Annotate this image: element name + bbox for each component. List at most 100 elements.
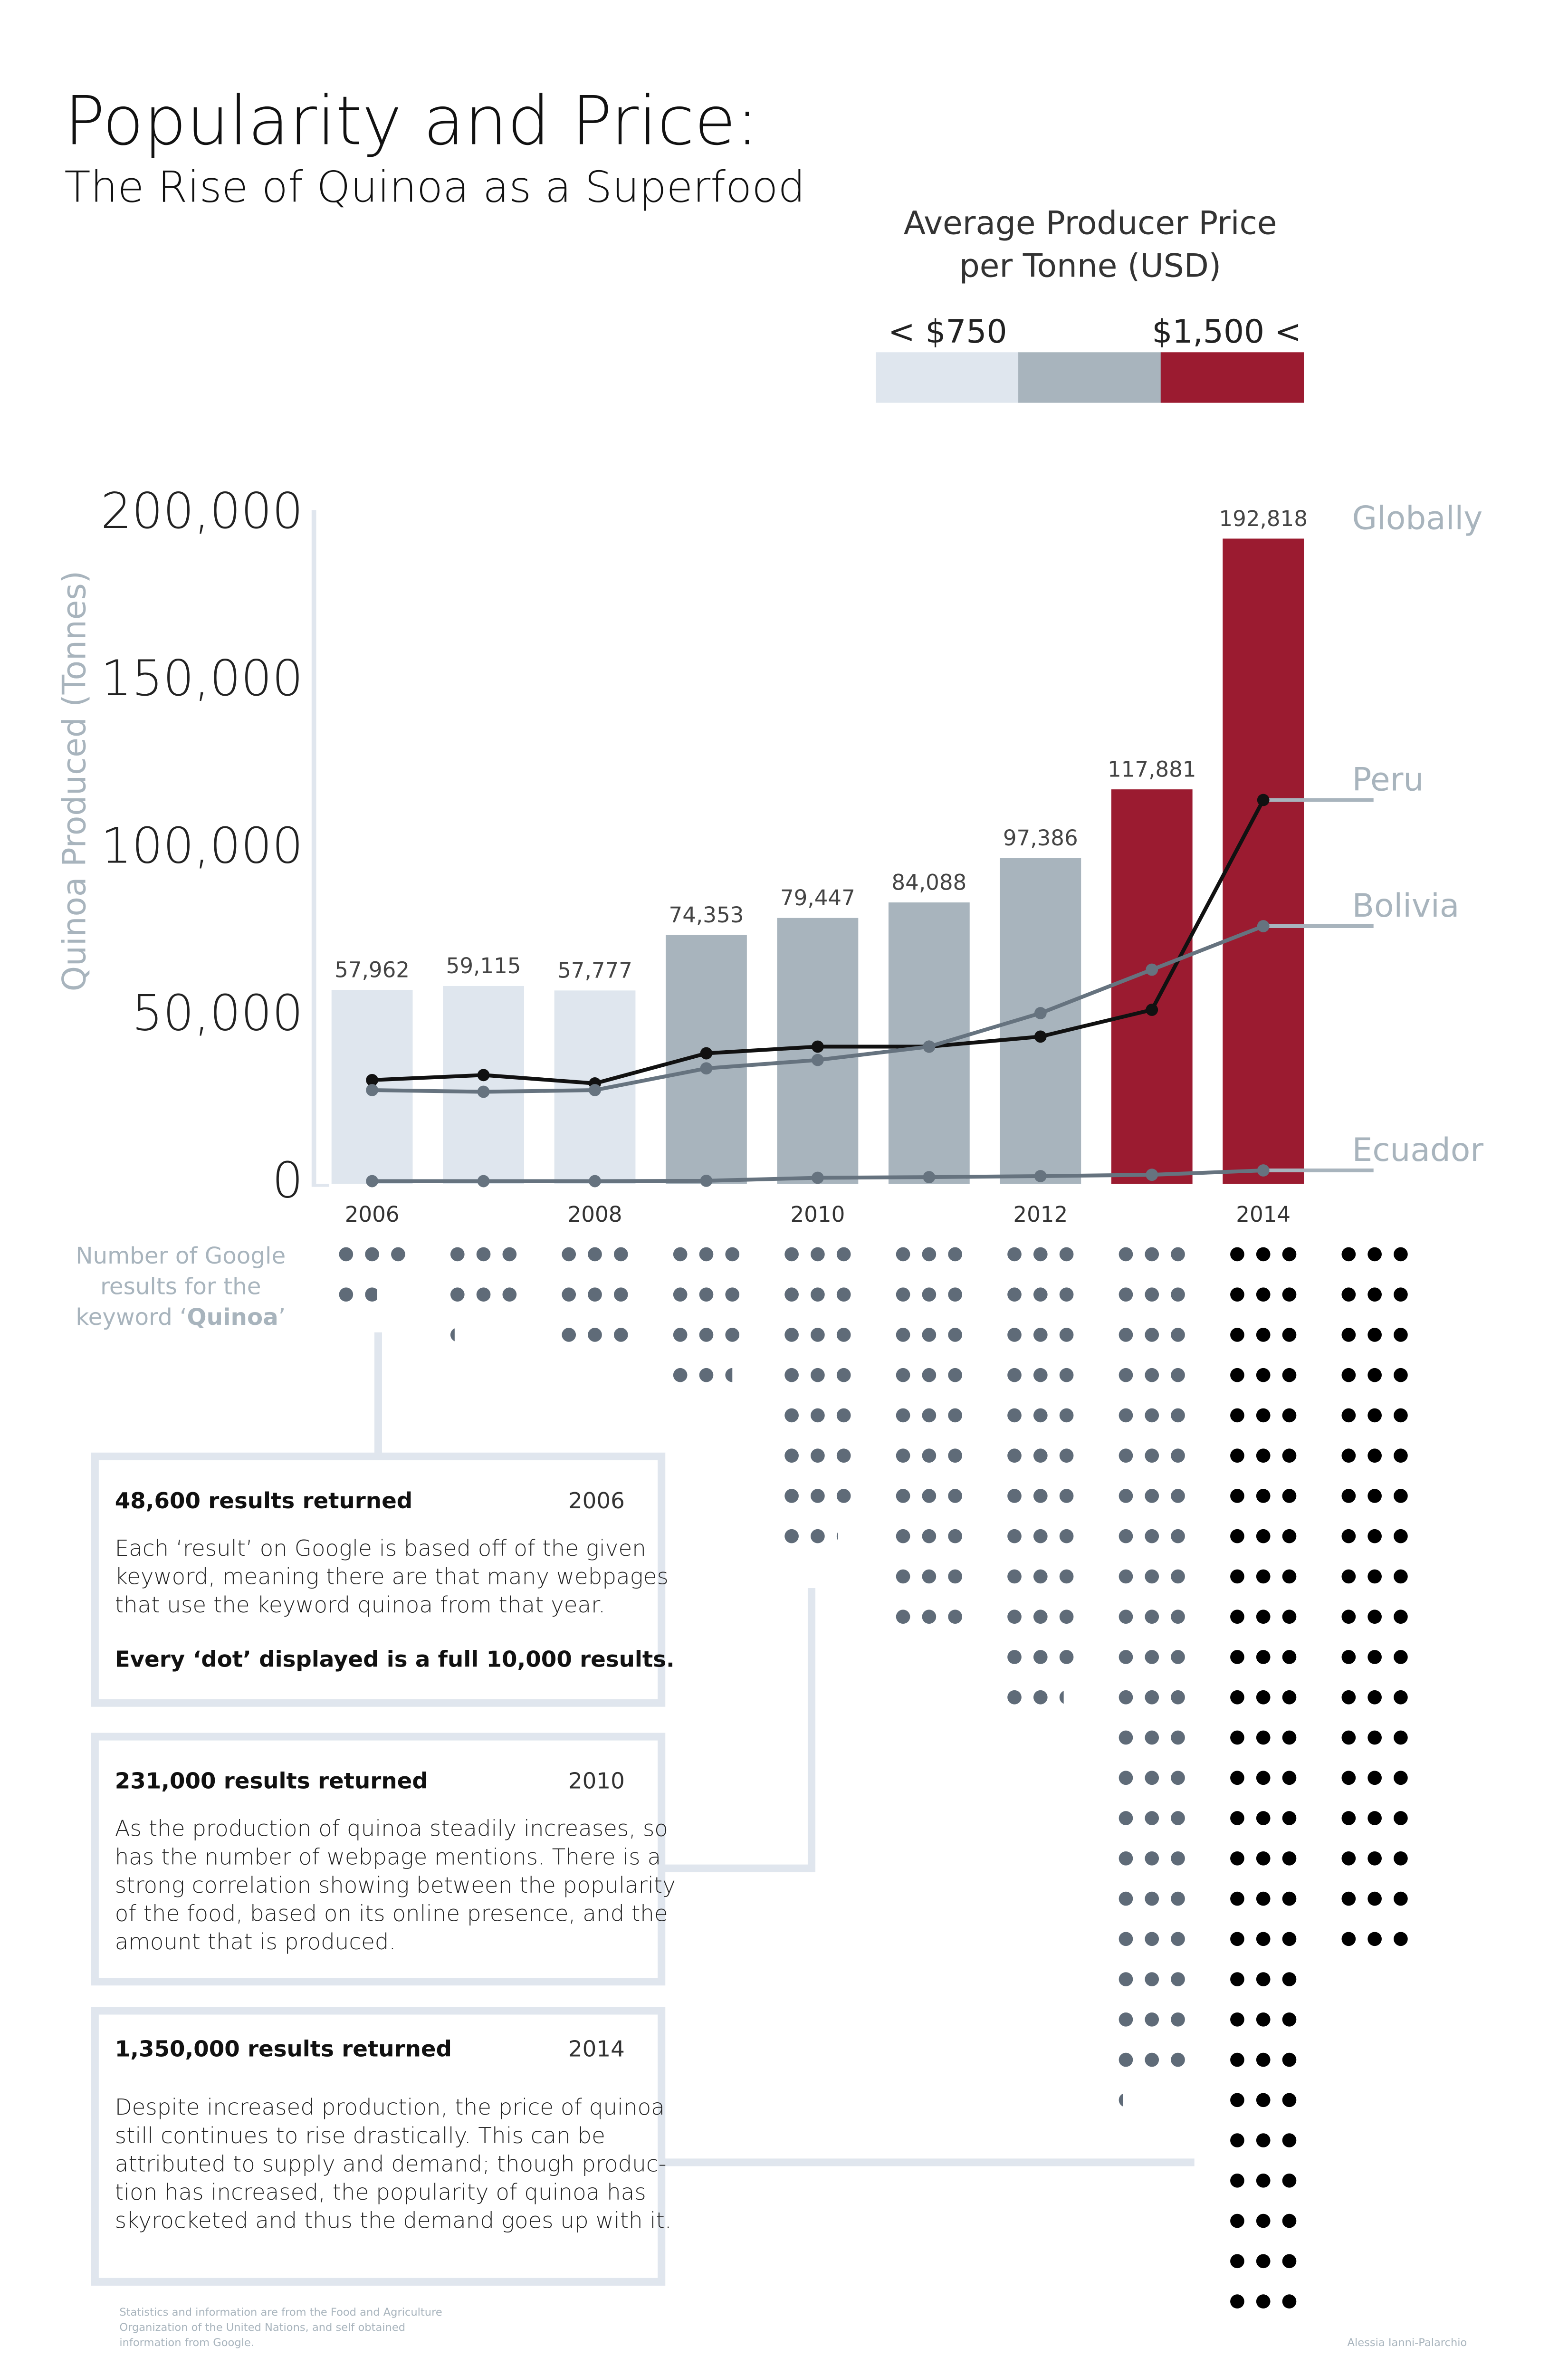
result-dot <box>1007 1690 1022 1705</box>
line-point <box>1257 794 1270 806</box>
result-dot <box>1007 1529 1022 1543</box>
result-dot <box>1282 1489 1297 1503</box>
note-year: 2014 <box>568 2037 625 2062</box>
result-dot <box>1341 1650 1356 1664</box>
title: Popularity and Price: <box>64 82 758 160</box>
result-dot <box>1171 1529 1185 1543</box>
result-dot <box>1119 1811 1133 1825</box>
result-dot <box>1282 1972 1297 1986</box>
result-dot <box>1033 1328 1048 1342</box>
result-dot <box>1171 1368 1185 1382</box>
result-dot <box>1256 1610 1271 1624</box>
value-label: 84,088 <box>891 870 966 895</box>
result-dot <box>1282 2173 1297 2188</box>
result-dot <box>1367 1448 1382 1463</box>
note-box <box>91 1452 666 1707</box>
result-dot <box>1394 1569 1408 1584</box>
result-dot <box>1059 1368 1074 1382</box>
result-dot <box>1171 1851 1185 1866</box>
result-dot <box>1256 2213 1271 2228</box>
result-dot <box>1145 1368 1159 1382</box>
result-dot <box>1033 1448 1048 1463</box>
result-dot <box>476 1247 491 1262</box>
result-dot <box>1394 1408 1408 1423</box>
result-dot <box>1341 1610 1356 1624</box>
result-dot <box>1341 1690 1356 1705</box>
result-dot <box>673 1247 688 1262</box>
note-line: tion has increased, the popularity of qu… <box>115 2180 646 2205</box>
series-label: Peru <box>1352 760 1424 798</box>
result-dot <box>1256 1932 1271 1946</box>
result-dot <box>1341 1811 1356 1825</box>
result-dot <box>1230 1489 1244 1503</box>
result-dot <box>1230 1851 1244 1866</box>
result-dot <box>1059 1247 1074 1262</box>
value-label: 117,881 <box>1108 757 1196 782</box>
result-dot <box>725 1247 740 1262</box>
note-year: 2010 <box>568 1769 625 1794</box>
result-dot <box>922 1569 937 1584</box>
result-dot <box>1033 1690 1048 1705</box>
y-tick-label: 100,000 <box>101 817 303 874</box>
legend-swatch <box>1160 352 1304 403</box>
result-dot <box>896 1328 910 1342</box>
y-tick-label: 200,000 <box>101 483 303 540</box>
line-point <box>812 1171 824 1184</box>
result-dot <box>1007 1247 1022 1262</box>
result-dot-partial <box>1119 2093 1123 2107</box>
line-point <box>1257 920 1270 932</box>
result-dot <box>811 1247 825 1262</box>
result-dot <box>1171 1972 1185 1986</box>
result-dot <box>1007 1569 1022 1584</box>
result-dot <box>784 1489 799 1503</box>
result-dot <box>1230 1448 1244 1463</box>
result-dot <box>1119 1771 1133 1785</box>
result-dot <box>1256 1851 1271 1866</box>
result-dot <box>948 1247 962 1262</box>
result-dot <box>784 1529 799 1543</box>
note-line: of the food, based on its online presenc… <box>115 1901 668 1927</box>
result-dot <box>836 1368 851 1382</box>
result-dot <box>1341 1287 1356 1302</box>
dots-label: keyword ‘Quinoa’ <box>76 1304 286 1331</box>
result-dot <box>1282 2052 1297 2067</box>
result-dot <box>1394 1690 1408 1705</box>
result-dot <box>1119 1891 1133 1906</box>
result-dot <box>1119 1569 1133 1584</box>
note-line: attributed to supply and demand; though … <box>115 2151 667 2177</box>
result-dot <box>948 1368 962 1382</box>
result-dot <box>1394 1328 1408 1342</box>
result-dot <box>450 1247 465 1262</box>
note-line: strong correlation showing between the p… <box>115 1873 676 1898</box>
result-dot <box>1033 1650 1048 1664</box>
result-dot-partial <box>836 1532 838 1541</box>
result-dot <box>1119 2012 1133 2027</box>
result-dot <box>1145 1811 1159 1825</box>
result-dot <box>1394 1287 1408 1302</box>
result-dot <box>588 1247 602 1262</box>
result-dot <box>811 1368 825 1382</box>
result-dot <box>1119 1328 1133 1342</box>
y-tick-label: 0 <box>272 1152 303 1209</box>
result-dot <box>1282 1690 1297 1705</box>
result-dot <box>1282 2133 1297 2147</box>
dots-label: results for the <box>100 1273 261 1300</box>
result-dot <box>1282 1448 1297 1463</box>
result-dot <box>1230 1730 1244 1745</box>
result-dot <box>1033 1610 1048 1624</box>
result-dot <box>1119 1972 1133 1986</box>
result-dot <box>1256 1891 1271 1906</box>
value-label: 74,353 <box>669 902 744 928</box>
result-dot <box>896 1569 910 1584</box>
result-dot <box>784 1247 799 1262</box>
note-line: Each ‘result’ on Google is based off of … <box>115 1536 646 1562</box>
bar <box>443 986 524 1184</box>
line-point <box>366 1084 378 1096</box>
line-point <box>589 1175 601 1188</box>
result-dot-partial <box>450 1328 455 1341</box>
line-point <box>589 1084 601 1096</box>
x-tick-label: 2010 <box>790 1202 845 1227</box>
value-label: 57,962 <box>335 957 410 982</box>
result-dot <box>1282 1811 1297 1825</box>
